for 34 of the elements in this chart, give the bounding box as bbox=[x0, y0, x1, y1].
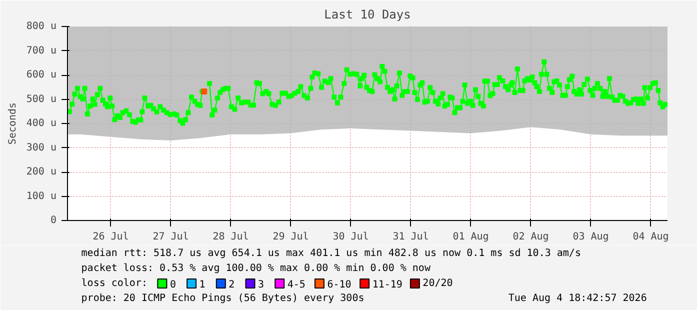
legend-label: 6-10 bbox=[327, 280, 352, 290]
text: probe: 20 ICMP Echo Pings (56 Bytes) every 300s bbox=[81, 293, 364, 304]
legend-title: loss color: bbox=[81, 278, 148, 289]
text: median rtt: 518.7 us avg 654.1 us max 401.1 us min 482.8 us now 0.1 ms sd 10.3 am/s bbox=[81, 248, 581, 259]
y-tick-label: 0 bbox=[50, 215, 57, 226]
text: Tue Aug 4 18:42:57 2026 bbox=[508, 293, 647, 304]
chart-title: Last 10 Days bbox=[324, 8, 411, 22]
y-tick-label: 300 u bbox=[26, 142, 57, 154]
x-tick-label: 04 Aug bbox=[632, 232, 669, 242]
y-tick-label: 100 u bbox=[26, 190, 57, 202]
legend-label: 11-19 bbox=[372, 280, 402, 290]
legend-label: 3 bbox=[258, 280, 264, 290]
x-tick-label: 01 Aug bbox=[452, 232, 489, 242]
y-tick-label: 600 u bbox=[26, 70, 57, 80]
x-tick-label: 02 Aug bbox=[512, 232, 549, 242]
legend-label: 1 bbox=[199, 280, 206, 290]
y-axis-title: Seconds bbox=[7, 102, 18, 145]
x-tick-label: 31 Jul bbox=[392, 232, 429, 242]
legend-label: 2 bbox=[228, 280, 235, 290]
x-tick-label: 27 Jul bbox=[152, 232, 189, 242]
legend-label: 4-5 bbox=[287, 280, 306, 290]
x-tick-label: 30 Jul bbox=[332, 232, 369, 242]
legend-label: 20/20 bbox=[422, 278, 453, 289]
x-tick-label: 26 Jul bbox=[92, 232, 129, 242]
legend-label: 0 bbox=[170, 280, 176, 290]
y-tick-label: 700 u bbox=[26, 45, 57, 56]
x-tick-label: 29 Jul bbox=[272, 232, 309, 242]
text: packet loss: 0.53 % avg 100.00 % max 0.00 % min 0.00 % now bbox=[81, 263, 432, 274]
y-tick-label: 200 u bbox=[26, 166, 57, 178]
x-tick-label: 28 Jul bbox=[212, 232, 249, 242]
y-tick-label: 800 u bbox=[26, 21, 57, 32]
x-tick-label: 03 Aug bbox=[572, 232, 609, 242]
y-tick-label: 500 u bbox=[26, 94, 57, 105]
y-tick-label: 400 u bbox=[26, 118, 57, 129]
